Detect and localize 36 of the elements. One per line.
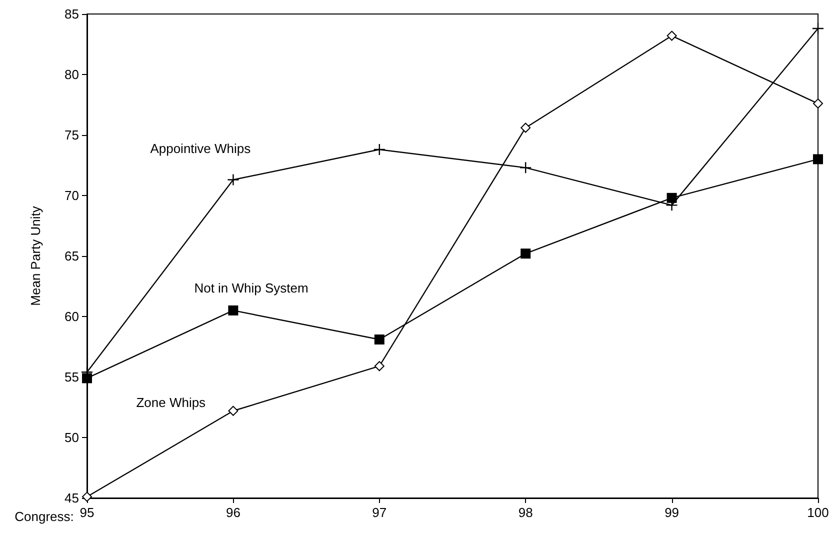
y-tick-label: 60 — [64, 309, 79, 324]
y-axis-title: Mean Party Unity — [28, 206, 43, 306]
y-tick-label: 45 — [64, 490, 79, 506]
point — [227, 174, 240, 186]
x-tick-label: 97 — [372, 505, 387, 520]
y-tick-label: 65 — [64, 248, 79, 264]
series-label: Not in Whip System — [194, 280, 308, 296]
point — [520, 162, 532, 174]
point — [82, 492, 92, 502]
x-tick-label: 95 — [80, 505, 94, 520]
series-label: Zone Whips — [136, 394, 206, 410]
x-tick-label: 100 — [807, 505, 829, 520]
x-tick-label: 99 — [664, 505, 680, 520]
point — [228, 406, 238, 416]
y-tick-label: 50 — [64, 430, 79, 445]
x-tick-label: 98 — [518, 505, 533, 520]
point — [666, 30, 677, 41]
point — [82, 373, 92, 384]
point — [520, 248, 531, 259]
point — [520, 122, 531, 133]
y-tick-label: 85 — [64, 6, 79, 22]
series-label: Appointive Whips — [150, 140, 252, 156]
point — [666, 192, 677, 203]
point — [813, 154, 823, 164]
y-tick-label: 70 — [64, 188, 79, 203]
x-tick-label: 96 — [226, 505, 240, 520]
point — [373, 143, 386, 156]
point — [374, 334, 384, 344]
point — [374, 361, 384, 372]
point — [812, 22, 824, 35]
point — [228, 305, 238, 316]
y-tick-label: 55 — [64, 370, 79, 384]
y-tick-label: 75 — [64, 128, 79, 142]
point — [813, 98, 823, 109]
y-tick-label: 80 — [64, 67, 79, 82]
x-axis-title: Congress: — [14, 509, 74, 524]
